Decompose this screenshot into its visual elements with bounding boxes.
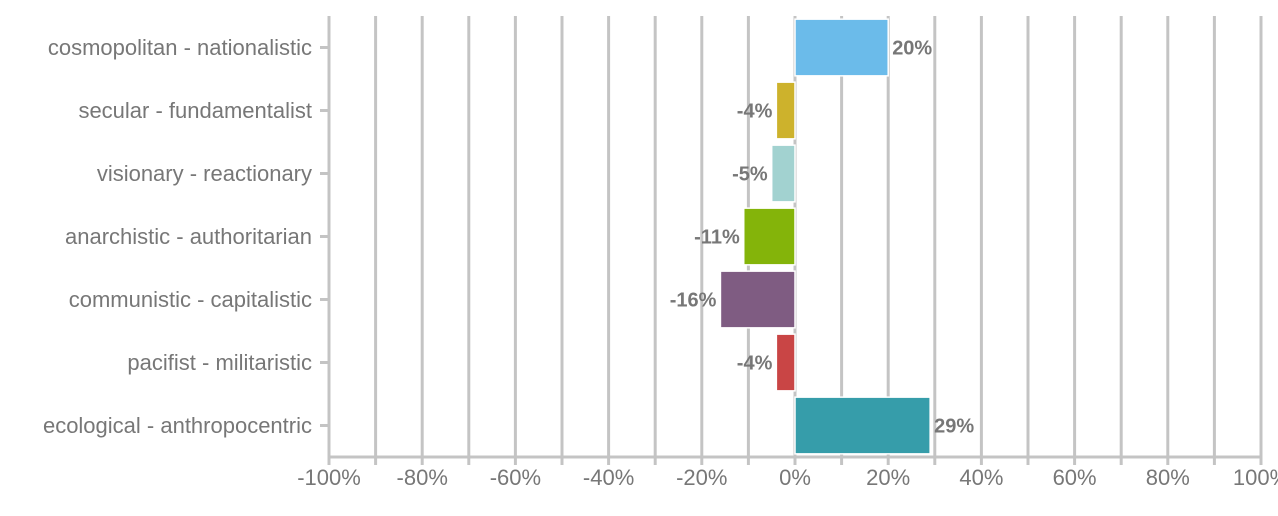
x-tick-label: -100% [297, 465, 361, 490]
data-label: 29% [934, 416, 974, 438]
bar [794, 18, 889, 77]
x-tick-label: 60% [1053, 465, 1097, 490]
data-label: -4% [737, 353, 773, 375]
category-label: ecological - anthropocentric [43, 413, 312, 438]
bar [794, 396, 931, 455]
bar [775, 333, 796, 392]
category-label: secular - fundamentalist [78, 98, 312, 123]
x-tick-label: 80% [1146, 465, 1190, 490]
x-tick-labels: -100% -80% -60% -40% -20% 0% 20% 40% 60% 80% 100% [297, 465, 1278, 490]
x-tick-label: 100% [1233, 465, 1278, 490]
bar [742, 207, 796, 266]
category-label: communistic - capitalistic [69, 287, 312, 312]
x-tick-label: -80% [397, 465, 448, 490]
data-label: 20% [892, 38, 932, 60]
data-label: -4% [737, 101, 773, 123]
x-tick-label: 40% [959, 465, 1003, 490]
y-axis [320, 16, 1261, 465]
category-label: pacifist - militaristic [127, 350, 312, 375]
bar [719, 270, 796, 329]
value-labels: 20% -4% -5% -11% -16% -4% 29% [670, 38, 975, 438]
data-label: -5% [732, 164, 768, 186]
bar [770, 144, 796, 203]
x-tick-label: 0% [779, 465, 811, 490]
category-label: cosmopolitan - nationalistic [48, 35, 312, 60]
x-tick-label: 20% [866, 465, 910, 490]
x-tick-label: -40% [583, 465, 634, 490]
x-tick-label: -60% [490, 465, 541, 490]
category-label: visionary - reactionary [97, 161, 312, 186]
grid-lines [327, 16, 1263, 465]
bars [719, 18, 931, 455]
data-label: -11% [694, 227, 740, 249]
data-label: -16% [670, 290, 717, 312]
category-label: anarchistic - authoritarian [65, 224, 312, 249]
category-labels: cosmopolitan - nationalistic secular - fu… [43, 35, 312, 438]
bar [775, 81, 796, 140]
x-tick-label: -20% [676, 465, 727, 490]
